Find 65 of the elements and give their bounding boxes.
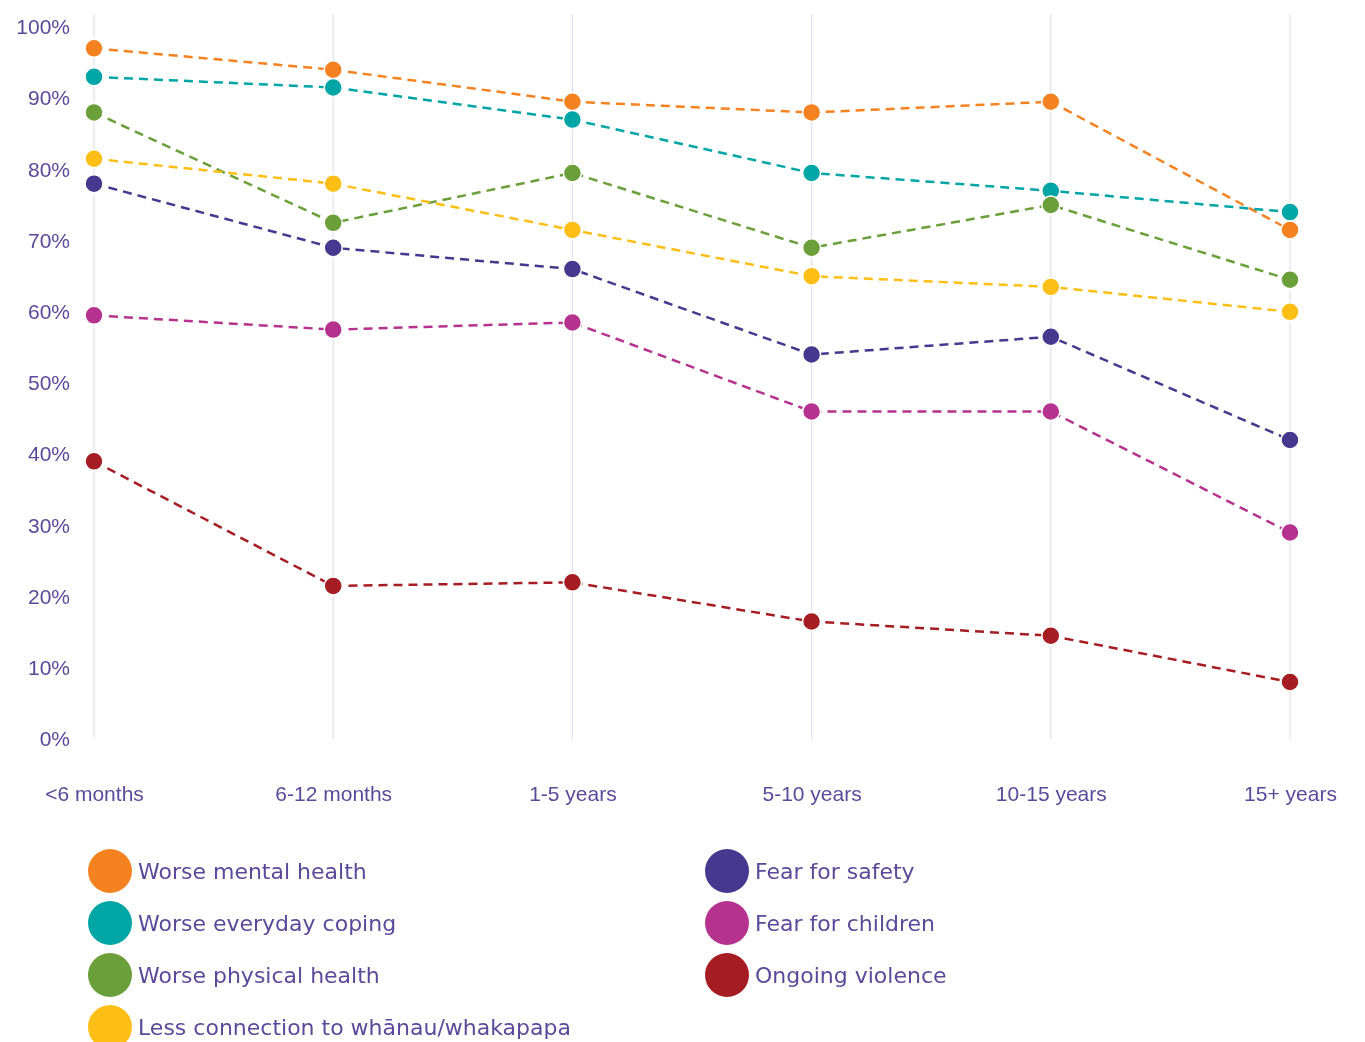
point: [323, 213, 343, 233]
point: [84, 305, 104, 326]
point: [323, 237, 343, 258]
point: [1280, 522, 1300, 543]
legend-label: Ongoing violence: [755, 963, 947, 988]
point: [323, 173, 343, 194]
point: [84, 67, 104, 87]
point: [1041, 195, 1061, 215]
point: [562, 92, 583, 112]
point: [801, 266, 822, 286]
x-tick-label: 10-15 years: [995, 781, 1107, 805]
y-tick-label: 80%: [27, 157, 70, 181]
y-tick-label: 30%: [27, 513, 70, 537]
point: [562, 163, 583, 183]
x-tick-label: 5-10 years: [762, 781, 862, 805]
y-tick-label: 70%: [27, 228, 70, 252]
legend-label: Worse everyday coping: [138, 911, 397, 936]
point: [323, 319, 343, 340]
point: [323, 59, 343, 80]
legend-label: Worse physical health: [138, 963, 380, 988]
point: [84, 173, 104, 194]
point: [801, 237, 822, 258]
point: [1280, 430, 1300, 450]
point: [562, 259, 583, 279]
point: [562, 220, 583, 240]
y-tick-label: 90%: [27, 86, 70, 110]
point: [801, 611, 822, 632]
point: [562, 572, 583, 593]
point: [1041, 401, 1061, 422]
point: [1041, 626, 1061, 646]
y-tick-label: 100%: [16, 15, 70, 39]
legend-label: Fear for safety: [755, 859, 915, 884]
point: [562, 109, 583, 130]
y-tick-label: 40%: [27, 442, 70, 466]
point: [1041, 326, 1061, 347]
x-tick-label: 15+ years: [1244, 781, 1337, 805]
x-tick-label: <6 months: [45, 781, 144, 805]
legend-label: Fear for children: [755, 911, 936, 936]
point: [84, 451, 104, 472]
y-tick-label: 60%: [27, 300, 70, 324]
legend-label: Less connection to whānau/whakapapa: [138, 1015, 571, 1040]
point: [801, 344, 822, 365]
point: [1041, 92, 1061, 112]
point: [84, 102, 104, 123]
point: [1280, 220, 1300, 240]
point: [1041, 277, 1061, 297]
x-tick-label: 6-12 months: [275, 781, 393, 805]
point: [1280, 672, 1300, 692]
y-tick-label: 10%: [27, 656, 70, 680]
point: [84, 38, 104, 59]
point: [1280, 270, 1300, 290]
y-tick-label: 20%: [27, 584, 70, 608]
point: [1280, 202, 1300, 222]
point: [1280, 302, 1300, 322]
point: [323, 77, 343, 98]
point: [801, 163, 822, 183]
y-tick-label: 50%: [27, 371, 70, 395]
legend-label: Worse mental health: [138, 859, 367, 884]
point: [323, 576, 343, 596]
point: [801, 102, 822, 123]
x-tick-label: 1-5 years: [529, 781, 617, 805]
point: [562, 312, 583, 333]
point: [801, 401, 822, 422]
y-tick-label: 0%: [39, 727, 70, 751]
point: [84, 148, 104, 169]
